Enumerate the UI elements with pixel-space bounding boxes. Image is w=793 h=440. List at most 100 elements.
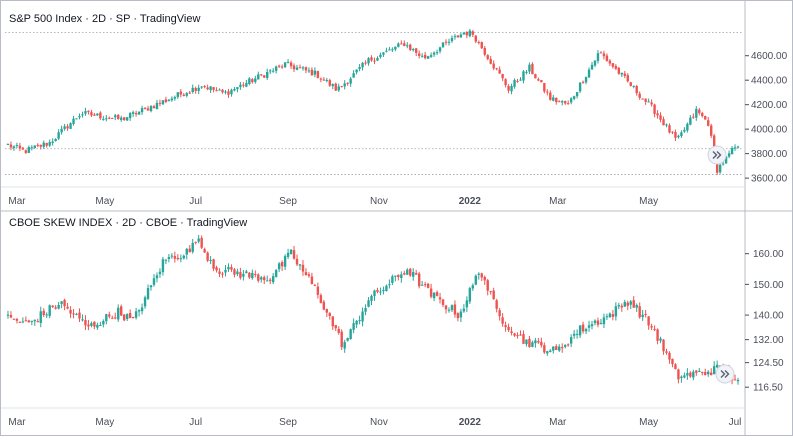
candle-243 (730, 146, 734, 155)
candle-56 (173, 251, 177, 263)
candle-214 (644, 98, 647, 105)
candle-219 (659, 336, 662, 344)
candle-89 (271, 273, 275, 285)
candle-57 (176, 254, 180, 261)
candle-2 (12, 145, 16, 151)
candle-55 (170, 96, 174, 102)
candle-172 (519, 77, 522, 81)
candle-9 (33, 319, 36, 326)
candle-147 (444, 39, 448, 46)
candle-202 (608, 59, 612, 67)
candle-15 (51, 305, 54, 309)
candle-222 (668, 351, 671, 364)
candle-101 (307, 67, 311, 73)
candle-54 (167, 253, 171, 263)
candle-110 (334, 82, 337, 92)
candle-165 (498, 307, 501, 321)
candle-19 (63, 124, 66, 131)
candle-21 (69, 122, 72, 130)
candle-175 (528, 62, 531, 75)
candle-159 (480, 41, 483, 50)
candle-66 (203, 247, 206, 253)
y-tick-label: 3800.00 (751, 149, 788, 160)
candle-16 (54, 304, 57, 310)
y-tick-label: 160.00 (753, 249, 784, 260)
candle-215 (647, 98, 650, 103)
candle-85 (260, 275, 263, 283)
candle-149 (450, 35, 454, 43)
candle-153 (462, 304, 466, 313)
candle-62 (191, 238, 194, 254)
y-tick-label: 4200.00 (751, 100, 788, 111)
candle-146 (441, 299, 445, 308)
x-tick-label-pane-0: Mar (549, 196, 567, 207)
candle-32 (102, 115, 105, 121)
candle-135 (409, 267, 412, 277)
candle-186 (561, 343, 564, 353)
y-tick-label: 132.00 (753, 335, 784, 346)
candle-180 (543, 342, 546, 354)
candle-193 (581, 321, 585, 334)
x-tick-label-pane-0: Sep (279, 196, 297, 207)
candle-120 (364, 60, 367, 66)
candle-42 (131, 316, 135, 319)
candle-227 (683, 127, 686, 133)
candle-207 (623, 299, 626, 308)
candle-159 (480, 272, 483, 282)
candle-188 (566, 100, 570, 105)
candle-36 (114, 113, 117, 121)
candle-140 (423, 281, 427, 288)
candle-125 (379, 52, 382, 59)
candle-35 (111, 117, 114, 119)
candle-40 (125, 313, 129, 322)
candle-148 (447, 38, 451, 46)
candle-133 (403, 270, 406, 276)
candle-91 (277, 64, 281, 68)
scroll-to-realtime-button[interactable] (707, 145, 727, 165)
scroll-to-realtime-button[interactable] (715, 364, 735, 384)
candle-158 (477, 272, 480, 280)
candle-98 (298, 264, 302, 271)
candle-121 (367, 57, 370, 66)
candle-86 (263, 275, 266, 285)
candle-139 (420, 53, 424, 58)
candle-106 (322, 299, 326, 311)
candle-107 (325, 308, 329, 317)
candle-214 (644, 309, 647, 318)
candle-196 (590, 61, 594, 70)
candle-126 (382, 52, 385, 57)
candle-79 (242, 82, 245, 88)
candle-118 (358, 315, 361, 325)
candle-134 (406, 42, 409, 49)
candle-16 (54, 138, 57, 142)
candle-197 (593, 60, 597, 68)
candle-223 (671, 358, 674, 368)
candle-63 (194, 241, 197, 245)
candle-221 (665, 123, 668, 128)
candle-225 (677, 134, 680, 139)
candle-238 (715, 360, 719, 369)
candle-53 (164, 96, 168, 104)
candle-104 (316, 70, 320, 79)
candle-113 (343, 339, 346, 353)
candle-61 (188, 245, 191, 253)
candle-236 (710, 368, 713, 376)
candle-132 (400, 40, 403, 45)
candle-218 (656, 110, 659, 119)
candle-53 (164, 259, 168, 265)
candle-12 (42, 308, 45, 318)
candle-18 (60, 125, 63, 135)
candle-130 (394, 275, 397, 282)
candle-143 (432, 51, 436, 57)
candle-44 (137, 309, 141, 317)
candle-119 (361, 307, 364, 327)
pane-0[interactable]: 3600.00 3800.00 4000.00 4200.00 4400.00 4600.… (5, 28, 788, 185)
candle-72 (221, 89, 224, 94)
candle-94 (286, 248, 290, 260)
pane-1[interactable]: 116.50 124.50 132.00 140.00 150.00 160.00 (6, 234, 784, 394)
candle-26 (84, 107, 87, 116)
candle-233 (701, 371, 704, 376)
candle-78 (239, 81, 242, 90)
candle-44 (137, 111, 141, 115)
